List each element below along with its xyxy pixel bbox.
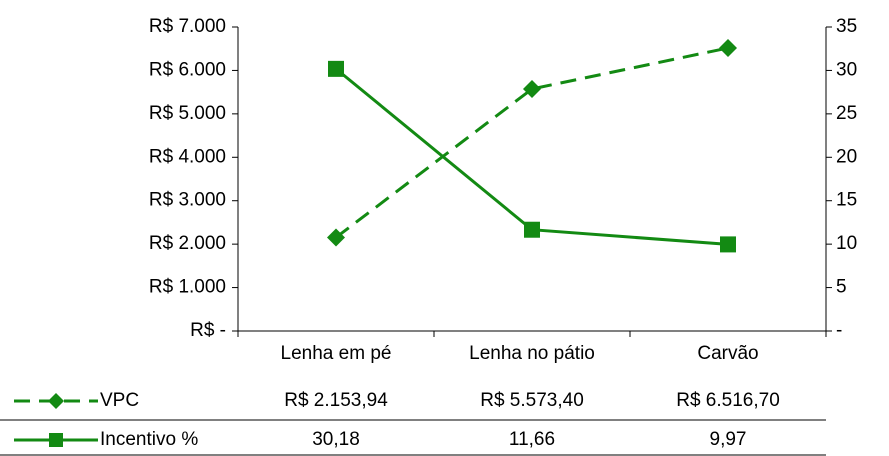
table-value: 9,97: [710, 429, 747, 450]
y2-tick-label: 15: [836, 190, 857, 211]
table-value: R$ 6.516,70: [676, 390, 780, 411]
table-value: 30,18: [312, 429, 360, 450]
legend-label: VPC: [100, 390, 139, 411]
legend-label: Incentivo %: [100, 429, 198, 450]
y-tick-label: R$ 3.000: [149, 190, 226, 211]
marker: [523, 79, 541, 98]
marker: [327, 228, 345, 247]
series-line: [335, 46, 729, 239]
y2-tick-label: 20: [836, 146, 857, 167]
table-value: 11,66: [509, 429, 555, 450]
table-value: R$ 5.573,40: [480, 390, 584, 411]
x-tick-label: Carvão: [697, 343, 758, 364]
legend-marker: [49, 433, 63, 447]
y-tick-label: R$ 2.000: [149, 233, 226, 254]
y-tick-label: R$ 7.000: [149, 16, 226, 37]
y-tick-label: R$ 4.000: [149, 146, 226, 167]
y2-tick-label: 25: [836, 103, 857, 124]
y2-tick-label: 5: [836, 277, 847, 298]
marker: [719, 38, 737, 57]
y-tick-label: R$ 6.000: [149, 59, 226, 80]
marker: [524, 221, 540, 238]
y-tick-label: R$ 5.000: [149, 103, 226, 124]
x-tick-label: Lenha em pé: [281, 343, 392, 364]
y2-tick-label: 35: [836, 16, 857, 37]
legend-marker: [48, 393, 64, 409]
y-tick-label: R$ 1.000: [149, 277, 226, 298]
y2-tick-label: -: [836, 320, 842, 341]
y2-tick-label: 10: [836, 233, 857, 254]
y2-tick-label: 30: [836, 59, 857, 80]
marker: [328, 60, 344, 77]
y-tick-label: R$ -: [190, 320, 226, 341]
table-value: R$ 2.153,94: [284, 390, 388, 411]
marker: [720, 236, 736, 253]
x-tick-label: Lenha no pátio: [469, 343, 595, 364]
